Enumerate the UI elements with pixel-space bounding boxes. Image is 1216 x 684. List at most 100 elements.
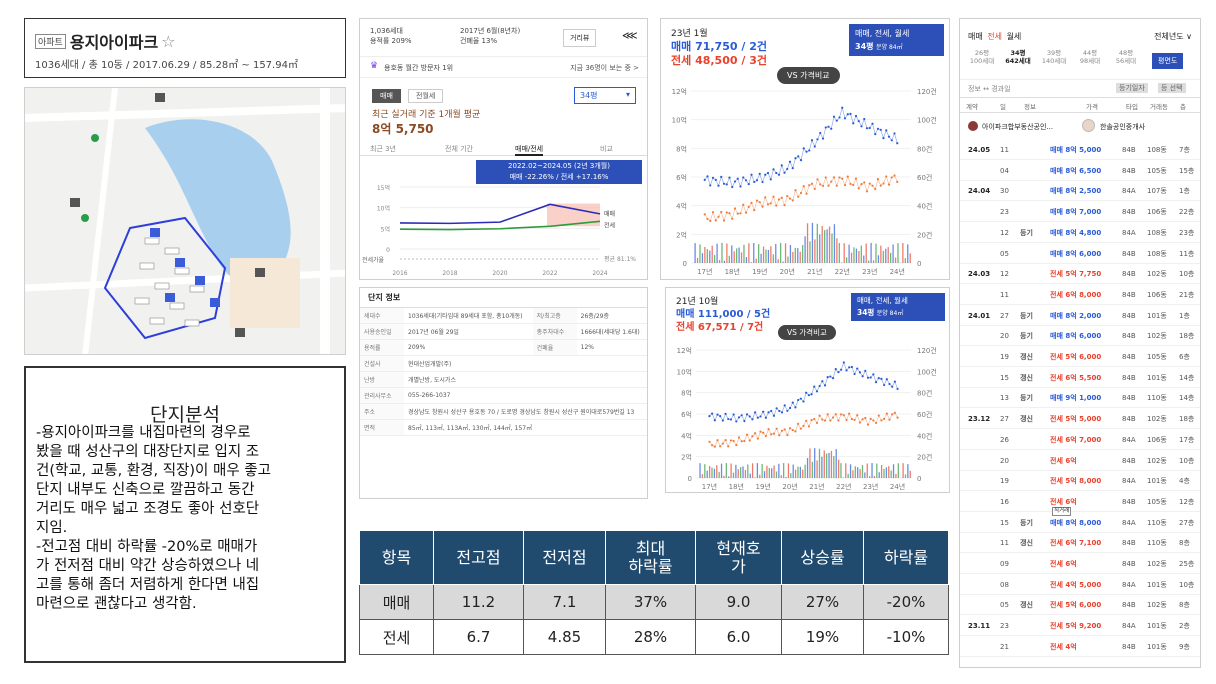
- trade-row[interactable]: 11 전세 6억 8,000 84B 106동 21층: [960, 285, 1200, 305]
- trade-type: 84A: [1122, 228, 1136, 237]
- x-tick: 20년: [782, 482, 797, 491]
- agent-name-2[interactable]: 한솔공인중개사: [1100, 123, 1146, 131]
- size-tab-households: 100세대: [969, 57, 995, 65]
- agent-avatar: [1082, 119, 1095, 132]
- chart2-plot: 12억 10억 8억 6억 4억 2억 0 120건 100건 80건 60건 40건 20건 0 17년 1…: [677, 346, 937, 491]
- trade-row[interactable]: 24.01 27 등기 매매 8억 2,000 84B 101동 1층: [960, 306, 1200, 326]
- size-tab-area: 34평: [1010, 49, 1026, 57]
- year-select[interactable]: 전체년도 ∨: [1154, 32, 1192, 41]
- trade-tab-sale[interactable]: 매매: [968, 32, 983, 41]
- trade-row[interactable]: 04 매매 8억 6,500 84B 105동 15층: [960, 161, 1200, 181]
- trade-row[interactable]: 16 전세 6억 84B 105동 12층: [960, 492, 1200, 512]
- period-3y[interactable]: 최근 3년: [370, 145, 396, 153]
- volume-bar: [835, 449, 837, 478]
- trade-row[interactable]: 11 갱신 전세 6억 7,100 84B 110동 8층: [960, 533, 1200, 554]
- street-view-button[interactable]: 거리뷰: [563, 29, 597, 47]
- chevron-down-icon: ▾: [625, 90, 630, 99]
- agent-name-1[interactable]: 아이파크합부동산공인...: [982, 123, 1054, 131]
- period-sale-jeonse[interactable]: 매매/전세: [515, 144, 544, 156]
- trade-price: 전세 5억 5,000: [1050, 415, 1102, 424]
- volume-bar: [852, 470, 854, 478]
- trade-type: 84B: [1122, 601, 1136, 610]
- period-all[interactable]: 전체 기간: [445, 145, 473, 153]
- volume-bar: [809, 241, 811, 263]
- tab-sale[interactable]: 매매: [372, 89, 401, 103]
- trade-row[interactable]: 09 전세 6억 84B 102동 25층: [960, 554, 1200, 574]
- volume-bar: [868, 260, 870, 263]
- info-sort-label[interactable]: 정보 ↔ 경과일: [968, 85, 1011, 93]
- volume-bar: [745, 257, 748, 263]
- trade-row[interactable]: 05 갱신 전세 5억 6,000 84B 102동 8층: [960, 595, 1200, 616]
- size-tab[interactable]: 39평 140세대: [1036, 49, 1072, 65]
- analysis-box: 단지분석 -용지아이파크를 내집마련의 경우로 봤을 때 성산구의 대장단지로 …: [24, 366, 346, 663]
- summary-row-jeonse: 전세 6.7 4.85 28% 6.0 19% -10%: [359, 619, 949, 655]
- period-compare[interactable]: 비교: [600, 145, 613, 153]
- volume-bar: [767, 249, 770, 263]
- size-select[interactable]: 34평 ▾: [574, 87, 636, 104]
- volume-bar: [821, 225, 823, 263]
- floorplan-button[interactable]: 평면도: [1152, 53, 1184, 69]
- size-tab[interactable]: 26평 100세대: [964, 49, 1000, 65]
- reg-date-button[interactable]: 등기일자: [1116, 83, 1148, 93]
- trade-tab-jeonse[interactable]: 전세: [987, 32, 1003, 41]
- tab-jeonse[interactable]: 전월세: [408, 89, 444, 103]
- trade-row[interactable]: 20 등기 매매 8억 6,000 84B 102동 18층: [960, 326, 1200, 347]
- trade-tab-monthly[interactable]: 월세: [1006, 32, 1022, 41]
- trade-row[interactable]: 24.03 12 전세 5억 7,750 84B 102동 10층: [960, 264, 1200, 285]
- approval-date: 2017년 6월(8년차): [460, 27, 521, 35]
- map-canvas: [25, 88, 345, 354]
- trade-row[interactable]: 23.11 23 전세 5억 9,200 84A 101동 2층: [960, 616, 1200, 637]
- volume-bar: [894, 257, 897, 263]
- chart1-compare-button[interactable]: VS 가격비교: [777, 67, 840, 84]
- summary-table: 항목 전고점 전저점 최대 하락률 현재호 가 상승률 하락률 매매 11.2 …: [359, 530, 949, 655]
- size-tab[interactable]: 48평 56세대: [1108, 49, 1144, 65]
- trade-row[interactable]: 24.05 11 매매 8억 5,000 84B 108동 7층: [960, 140, 1200, 160]
- volume-bar: [871, 463, 873, 478]
- crown-icon: ♛: [370, 61, 379, 71]
- floor-select-button[interactable]: 등 선택: [1158, 83, 1186, 93]
- size-tab[interactable]: 44평 98세대: [1072, 49, 1108, 65]
- right-tick: 20건: [917, 453, 932, 462]
- trade-row[interactable]: 05 매매 8억 6,000 84B 108동 11층: [960, 244, 1200, 264]
- volume-bar: [811, 461, 813, 478]
- trade-row[interactable]: 21 전세 4억 84B 101동 9층: [960, 637, 1200, 657]
- summary-cell: 매매: [359, 584, 434, 620]
- left-tick: 8억: [681, 390, 692, 398]
- viewers-link[interactable]: 지금 36명이 보는 중 >: [570, 64, 639, 72]
- volume-bar: [704, 464, 706, 478]
- favorite-star-icon[interactable]: ☆: [161, 31, 176, 51]
- agent-avatar: [968, 121, 978, 131]
- volume-bar: [732, 472, 735, 478]
- trade-row[interactable]: 23.12 27 갱신 전세 5억 5,000 84B 102동 18층: [960, 409, 1200, 430]
- trade-price: 전세 5억 6,000: [1050, 353, 1102, 361]
- trade-day: 27: [1000, 415, 1009, 424]
- volume-bar: [721, 242, 723, 263]
- volume-bar: [824, 230, 826, 263]
- trade-type: 84A: [1122, 187, 1136, 196]
- trade-row[interactable]: 15 등기 매매 8억 8,000 84A 110동 27층 직거래: [960, 506, 1200, 533]
- lake: [145, 119, 291, 286]
- trade-row[interactable]: 19 전세 5억 8,000 84A 101동 4층: [960, 471, 1200, 492]
- trade-day: 04: [1000, 166, 1009, 175]
- complex-map[interactable]: [24, 87, 346, 355]
- chart2-type-label: 매매, 전세, 월세: [857, 296, 908, 305]
- trade-row[interactable]: 19 갱신 전세 5억 6,000 84B 105동 6층: [960, 347, 1200, 367]
- trade-row[interactable]: 23 매매 8억 7,000 84B 106동 22층: [960, 202, 1200, 223]
- trade-row[interactable]: 24.04 30 매매 8억 2,500 84A 107동 1층: [960, 181, 1200, 202]
- volume-bar: [762, 246, 765, 263]
- chart2-type-button[interactable]: 매매, 전세, 월세 34평 분양 84㎡: [851, 293, 945, 321]
- size-tab-area: 26평: [974, 49, 990, 57]
- trade-row[interactable]: 20 전세 6억 84B 102동 10층: [960, 451, 1200, 471]
- trade-row[interactable]: 08 전세 4억 5,000 84A 101동 10층: [960, 575, 1200, 595]
- mini-ratio-label: 전세가율: [362, 256, 385, 264]
- complex-info-panel: 단지 정보 세대수 1036세대(기타임대 89세대 포함, 총10개동) 저/최고…: [359, 287, 648, 499]
- volume-bar: [716, 243, 718, 263]
- trade-row[interactable]: 26 전세 6억 7,000 84A 106동 17층: [960, 430, 1200, 450]
- chart1-type-button[interactable]: 매매, 전세, 월세 34평 분양 84㎡: [849, 24, 944, 56]
- trade-row[interactable]: 15 갱신 전세 6억 5,500 84B 101동 14층: [960, 368, 1200, 388]
- chart2-compare-button[interactable]: VS 가격비교: [778, 325, 836, 340]
- trade-row[interactable]: 12 등기 매매 8억 4,800 84A 108동 23층: [960, 223, 1200, 243]
- size-tab[interactable]: 34평 642세대: [1000, 49, 1036, 65]
- share-icon[interactable]: ⋘: [622, 29, 638, 42]
- trade-row[interactable]: 13 등기 매매 9억 1,000 84B 110동 14층: [960, 388, 1200, 409]
